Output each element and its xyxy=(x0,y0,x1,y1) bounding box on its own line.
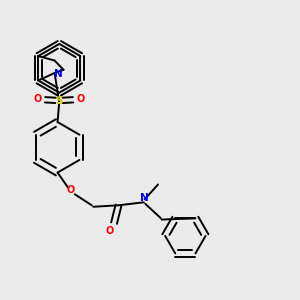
Text: O: O xyxy=(105,226,114,236)
Text: O: O xyxy=(33,94,41,104)
Text: N: N xyxy=(140,193,149,202)
Text: S: S xyxy=(55,96,63,106)
Text: N: N xyxy=(54,69,62,79)
Text: O: O xyxy=(76,94,85,104)
Text: O: O xyxy=(67,185,75,195)
